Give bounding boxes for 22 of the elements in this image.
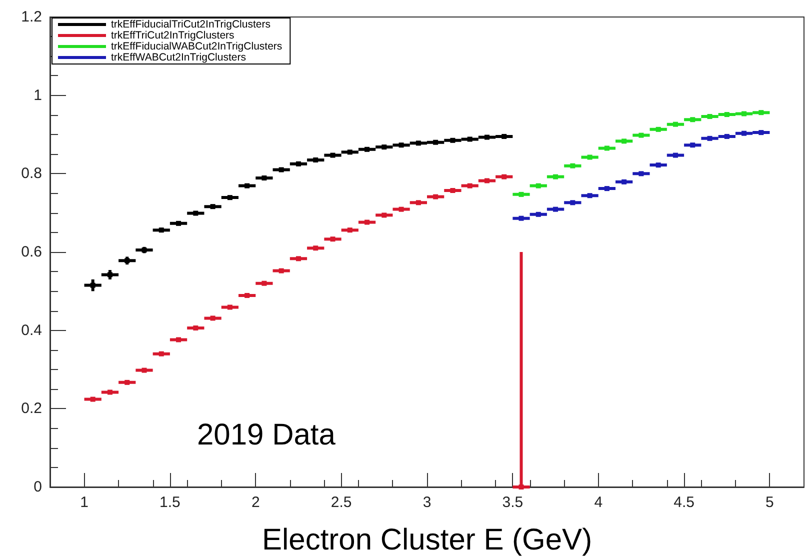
x-tick-label: 4.5 [674,494,694,511]
x-tick-label: 2 [251,494,260,511]
legend-label: trkEffTriCut2InTrigClusters [111,30,234,42]
legend-label: trkEffFiducialTriCut2InTrigClusters [111,18,270,30]
y-tick-label: 0.4 [21,322,42,339]
y-tick-label: 1 [34,86,42,104]
x-tick-label: 3 [422,494,432,511]
legend-label: trkEffFiducialWABCut2InTrigClusters [111,40,282,52]
y-tick-label: 0.8 [21,165,42,182]
x-tick-label: 3.5 [502,494,524,511]
y-tick-label: 0.6 [21,244,42,260]
y-tick-label: 0.2 [21,400,42,418]
x-axis-title: Electron Cluster E (GeV) [262,524,592,556]
legend-label: trkEffWABCut2InTrigClusters [111,52,246,64]
y-tick-label: 0 [34,478,42,496]
x-tick-label: 1 [80,494,88,511]
x-tick-label: 1.5 [160,494,180,511]
x-tick-label: 5 [766,494,774,511]
x-tick-label: 2.5 [330,494,352,511]
y-tick-label: 1.2 [21,8,42,26]
annotation: 2019 Data [197,418,336,452]
x-tick-label: 4 [594,494,603,511]
